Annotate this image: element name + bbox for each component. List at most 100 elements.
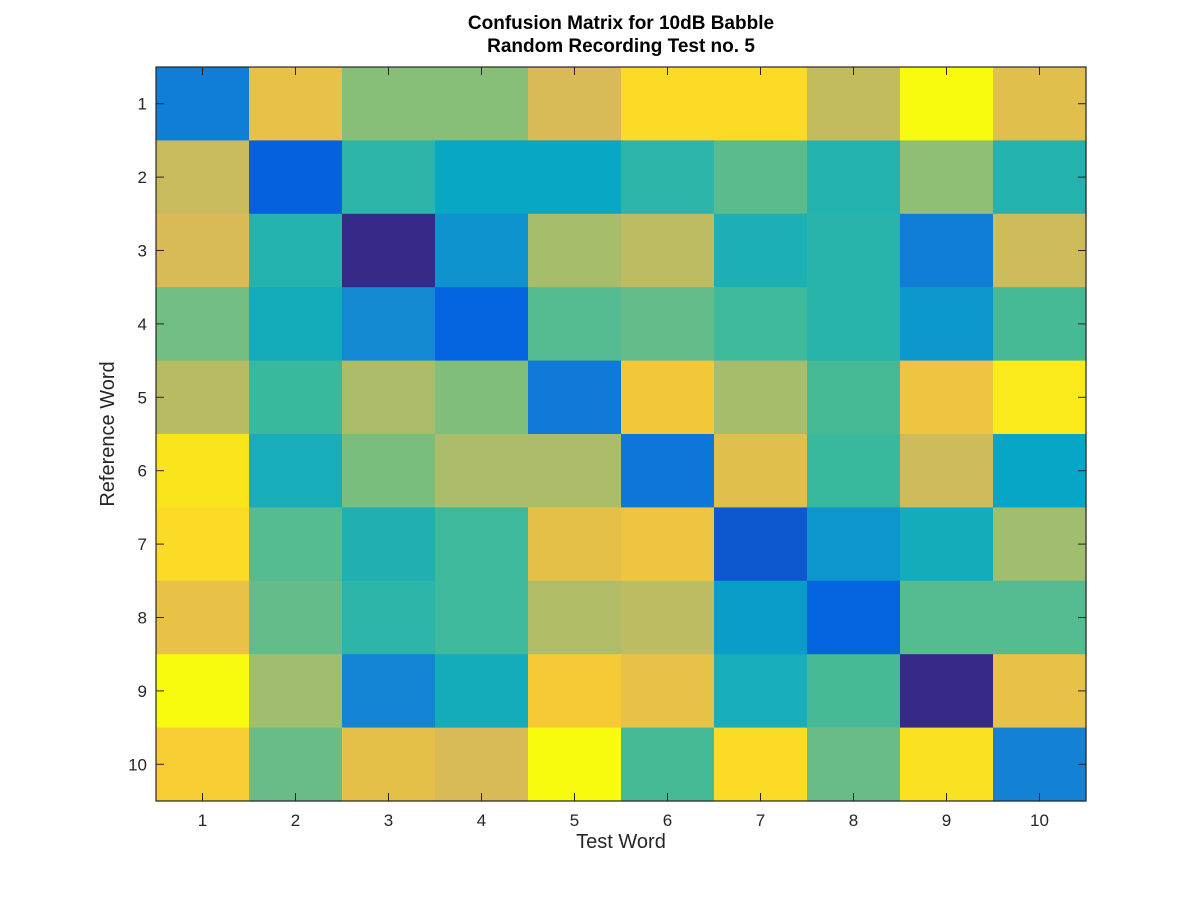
- heatmap-cell: [435, 654, 529, 729]
- heatmap-cell: [714, 727, 808, 802]
- chart-subtitle: Random Recording Test no. 5: [487, 36, 755, 57]
- heatmap-cell: [249, 67, 343, 141]
- heatmap-cell: [249, 580, 343, 655]
- heatmap-cell: [528, 360, 622, 435]
- heatmap-cell: [714, 507, 808, 582]
- heatmap-cell: [900, 727, 994, 802]
- y-axis-label: Reference Word: [97, 361, 119, 506]
- heatmap-cell: [993, 287, 1087, 362]
- heatmap-cell: [528, 580, 622, 655]
- heatmap-cell: [249, 287, 343, 362]
- heatmap-cell: [621, 67, 715, 141]
- heatmap-cell: [528, 507, 622, 582]
- heatmap-cell: [435, 213, 529, 288]
- heatmap-cell: [807, 727, 901, 802]
- heatmap-cell: [249, 213, 343, 288]
- heatmap-cell: [156, 434, 250, 508]
- y-tick-label: 6: [138, 462, 147, 481]
- heatmap-cell: [993, 507, 1087, 582]
- x-axis-label: Test Word: [576, 831, 666, 853]
- heatmap-cell: [342, 140, 436, 215]
- heatmap-cell: [993, 434, 1087, 508]
- x-tick-label: 9: [942, 811, 951, 830]
- y-tick-label: 4: [138, 315, 147, 334]
- heatmap-cell: [621, 654, 715, 729]
- heatmap-cell: [528, 67, 622, 141]
- x-tick-labels: 1 2 3 4 5 6 7 8 9 10: [198, 811, 1049, 830]
- x-tick-label: 10: [1030, 811, 1049, 830]
- x-tick-label: 7: [756, 811, 765, 830]
- heatmap-cell: [621, 434, 715, 508]
- heatmap-cell: [807, 434, 901, 508]
- heatmap-cell: [900, 140, 994, 215]
- heatmap-cell: [249, 507, 343, 582]
- heatmap-cell: [714, 67, 808, 141]
- heatmap-cell: [435, 727, 529, 802]
- heatmap-cell: [807, 507, 901, 582]
- heatmap-cell: [900, 654, 994, 729]
- x-tick-label: 3: [384, 811, 393, 830]
- x-tick-label: 5: [570, 811, 579, 830]
- heatmap-cell: [807, 140, 901, 215]
- heatmap-cell: [249, 360, 343, 435]
- heatmap-cell: [621, 507, 715, 582]
- heatmap-cell: [435, 434, 529, 508]
- x-tick-label: 2: [291, 811, 300, 830]
- y-tick-label: 5: [138, 388, 147, 407]
- heatmap-cell: [900, 580, 994, 655]
- x-tick-label: 1: [198, 811, 207, 830]
- y-tick-label: 10: [128, 755, 147, 774]
- heatmap-cell: [528, 654, 622, 729]
- heatmap-cell: [807, 67, 901, 141]
- heatmap-cell: [807, 213, 901, 288]
- heatmap-cell: [807, 360, 901, 435]
- heatmap-cell: [528, 213, 622, 288]
- heatmap-cell: [342, 507, 436, 582]
- heatmap-cell: [435, 67, 529, 141]
- heatmap-cell: [714, 654, 808, 729]
- heatmap-cell: [621, 213, 715, 288]
- y-tick-label: 3: [138, 242, 147, 261]
- y-tick-label: 9: [138, 682, 147, 701]
- heatmap-cell: [435, 507, 529, 582]
- heatmap-cell: [435, 360, 529, 435]
- heatmap-cell: [621, 727, 715, 802]
- heatmap-cell: [900, 360, 994, 435]
- heatmap-cell: [156, 727, 250, 802]
- axis-ticks: [156, 67, 1086, 801]
- heatmap-cell: [528, 727, 622, 802]
- heatmap-cell: [342, 654, 436, 729]
- heatmap-cell: [807, 580, 901, 655]
- x-tick-label: 6: [663, 811, 672, 830]
- heatmap-cell: [528, 434, 622, 508]
- heatmap-cell: [435, 140, 529, 215]
- heatmap-cell: [249, 140, 343, 215]
- heatmap-cell: [156, 580, 250, 655]
- heatmap-cell: [714, 213, 808, 288]
- heatmap-cell: [342, 360, 436, 435]
- heatmap-cell: [342, 67, 436, 141]
- heatmap-cell: [993, 67, 1087, 141]
- heatmap-cell: [249, 727, 343, 802]
- heatmap-cell: [342, 727, 436, 802]
- heatmap-cell: [900, 434, 994, 508]
- heatmap-cell: [249, 434, 343, 508]
- heatmap-cell: [993, 580, 1087, 655]
- heatmap-cell: [156, 213, 250, 288]
- x-tick-label: 4: [477, 811, 486, 830]
- heatmap-cell: [993, 654, 1087, 729]
- y-tick-label: 8: [138, 609, 147, 628]
- heatmap-cell: [807, 287, 901, 362]
- y-tick-label: 1: [138, 95, 147, 114]
- heatmap-cell: [714, 360, 808, 435]
- plot-frame: [155, 66, 1087, 802]
- heatmap-cell: [528, 140, 622, 215]
- heatmap-cell: [714, 580, 808, 655]
- heatmap-cells: [156, 67, 1087, 802]
- y-tick-label: 7: [138, 535, 147, 554]
- heatmap-cell: [342, 213, 436, 288]
- heatmap-cell: [435, 580, 529, 655]
- heatmap-cell: [156, 360, 250, 435]
- heatmap-cell: [342, 287, 436, 362]
